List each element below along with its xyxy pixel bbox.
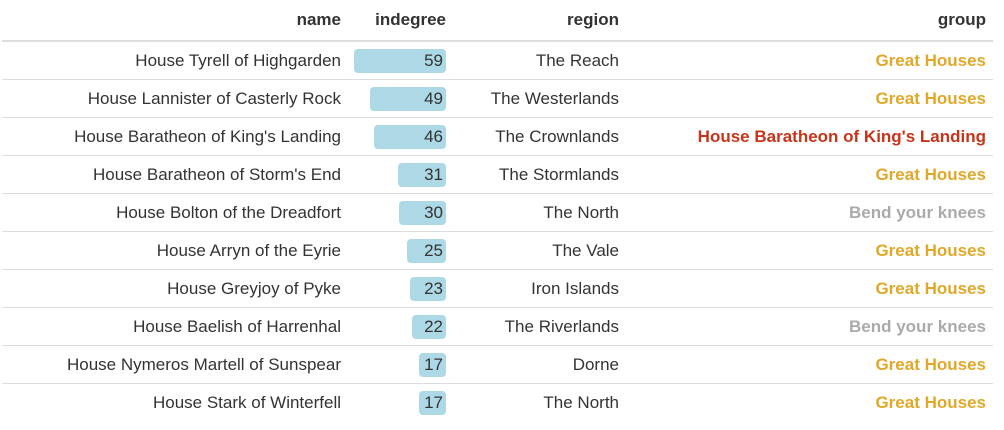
group-label: Great Houses (875, 354, 986, 374)
group-label: Great Houses (875, 392, 986, 412)
header-group[interactable]: group (626, 0, 993, 42)
indegree-bar: 46 (374, 124, 446, 149)
cell-group: Bend your knees (626, 307, 993, 346)
indegree-bar-wrap: 17 (348, 352, 446, 377)
group-label: Bend your knees (849, 202, 986, 222)
indegree-bar: 30 (399, 200, 446, 225)
indegree-bar: 59 (354, 48, 446, 73)
cell-indegree: 17 (348, 383, 453, 421)
table-row: House Baratheon of Storm's End 31 The Stor… (2, 155, 993, 194)
cell-indegree: 31 (348, 155, 453, 194)
indegree-bar-wrap: 49 (348, 86, 446, 111)
cell-region: Iron Islands (453, 269, 626, 308)
indegree-bar-wrap: 25 (348, 238, 446, 263)
houses-table: name indegree region group House Tyrell … (2, 0, 993, 421)
table-row: House Bolton of the Dreadfort 30 The North… (2, 193, 993, 232)
cell-name: House Baratheon of Storm's End (2, 155, 348, 194)
indegree-bar: 49 (370, 86, 446, 111)
cell-region: The North (453, 383, 626, 421)
cell-region: Dorne (453, 345, 626, 384)
indegree-bar-wrap: 17 (348, 390, 446, 415)
indegree-bar-wrap: 22 (348, 314, 446, 339)
cell-region: The Reach (535, 50, 619, 70)
cell-group: Great Houses (626, 231, 993, 270)
group-label: Bend your knees (849, 316, 986, 336)
cell-group: Great Houses (626, 345, 993, 384)
cell-name: House Bolton of the Dreadfort (2, 193, 348, 232)
table-row: House Tyrell of Highgarden 59 The Reach Gre… (2, 41, 993, 80)
cell-region: The Vale (453, 231, 626, 270)
indegree-bar: 17 (419, 390, 446, 415)
indegree-bar-wrap: 46 (348, 124, 446, 149)
table-body: House Tyrell of Highgarden 59 The Reach Gre… (2, 41, 993, 421)
cell-indegree: 30 (348, 193, 453, 232)
table-row: House Lannister of Casterly Rock 49 The We… (2, 79, 993, 118)
indegree-bar-wrap: 23 (348, 276, 446, 301)
cell-group: Great Houses (626, 269, 993, 308)
cell-name: House Arryn of the Eyrie (2, 231, 348, 270)
cell-indegree: 23 (348, 269, 453, 308)
cell-group: House Baratheon of King's Landing (626, 117, 993, 156)
group-label: House Baratheon of King's Landing (697, 126, 986, 146)
indegree-bar: 22 (412, 314, 446, 339)
cell-name: House Lannister of Casterly Rock (2, 79, 348, 118)
cell-indegree: 22 (348, 307, 453, 346)
indegree-bar-wrap: 31 (348, 162, 446, 187)
indegree-bar: 31 (398, 162, 446, 187)
cell-name: House Baelish of Harrenhal (2, 307, 348, 346)
group-label: Great Houses (875, 50, 986, 70)
cell-indegree: 17 (348, 345, 453, 384)
cell-indegree: 25 (348, 231, 453, 270)
cell-indegree: 46 (348, 117, 453, 156)
cell-region: The North (453, 193, 626, 232)
header-name[interactable]: name (2, 0, 348, 42)
cell-region: The Riverlands (453, 307, 626, 346)
cell-name: House Stark of Winterfell (2, 383, 348, 421)
indegree-bar-wrap: 59 (348, 48, 446, 73)
table-row: House Arryn of the Eyrie 25 The Vale Great … (2, 231, 993, 270)
indegree-bar: 23 (410, 276, 446, 301)
cell-group: Great Houses (626, 79, 993, 118)
table-row: House Stark of Winterfell 17 The North Grea… (2, 383, 993, 421)
group-label: Great Houses (875, 240, 986, 260)
cell-group: Great Houses (626, 383, 993, 421)
cell-indegree: 59 (348, 41, 453, 80)
header-indegree[interactable]: indegree (348, 0, 453, 42)
group-label: Great Houses (875, 88, 986, 108)
cell-region: The Stormlands (453, 155, 626, 194)
table-row: House Baratheon of King's Landing 46 The C… (2, 117, 993, 156)
indegree-bar: 17 (419, 352, 446, 377)
cell-name: House Nymeros Martell of Sunspear (2, 345, 348, 384)
cell-group: Bend your knees (626, 193, 993, 232)
cell-name: House Greyjoy of Pyke (2, 269, 348, 308)
table-row: House Baelish of Harrenhal 22 The Riverlan… (2, 307, 993, 346)
cell-indegree: 49 (348, 79, 453, 118)
indegree-bar: 25 (407, 238, 446, 263)
table-row: House Nymeros Martell of Sunspear 17 Dorne… (2, 345, 993, 384)
header-region[interactable]: region (453, 0, 626, 42)
indegree-bar-wrap: 30 (348, 200, 446, 225)
cell-region: The Crownlands (453, 117, 626, 156)
cell-region: The Westerlands (453, 79, 626, 118)
cell-group: Great Houses (626, 155, 993, 194)
table-row: House Greyjoy of Pyke 23 Iron Islands Great… (2, 269, 993, 308)
group-label: Great Houses (875, 278, 986, 298)
header-row: name indegree region group (2, 0, 993, 42)
cell-name: House Tyrell of Highgarden (135, 50, 341, 70)
group-label: Great Houses (875, 164, 986, 184)
cell-group: Great Houses (626, 41, 993, 80)
cell-name: House Baratheon of King's Landing (2, 117, 348, 156)
